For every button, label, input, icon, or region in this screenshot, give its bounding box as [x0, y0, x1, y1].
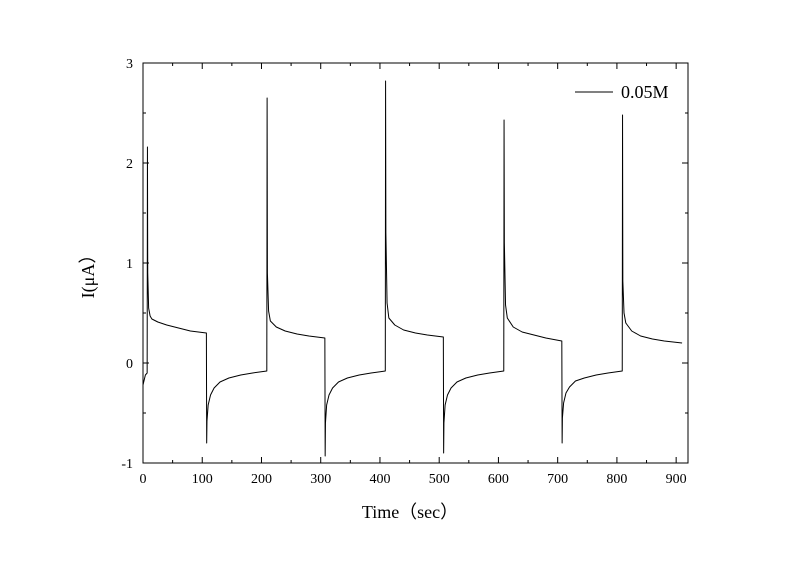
- data-layer: [142, 80, 683, 457]
- x-tick-label: 200: [251, 472, 272, 487]
- y-tick-label: 2: [126, 157, 133, 172]
- legend: 0.05M: [575, 82, 669, 102]
- legend-label: 0.05M: [621, 82, 669, 102]
- x-tick-label: 600: [488, 472, 509, 487]
- x-tick-label: 0: [140, 472, 147, 487]
- y-tick-label: 0: [126, 357, 133, 372]
- series-line-0: [142, 80, 683, 457]
- x-tick-label: 500: [429, 472, 450, 487]
- plot-frame: [142, 62, 689, 464]
- y-tick-label: 1: [126, 257, 133, 272]
- x-tick-label: 700: [547, 472, 568, 487]
- x-tick-label: 300: [310, 472, 331, 487]
- y-tick-label: -1: [121, 457, 133, 472]
- y-axis-label: I(μA）: [78, 246, 99, 299]
- x-axis-label: Time（sec）: [362, 502, 458, 522]
- x-tick-label: 800: [606, 472, 627, 487]
- y-tick-label: 3: [126, 57, 133, 72]
- x-tick-label: 100: [192, 472, 213, 487]
- axes: 0 100 200 300 400 500 600 700 800 900 -1 0 1 2 3: [121, 57, 689, 487]
- x-tick-label: 400: [369, 472, 390, 487]
- x-tick-label: 900: [666, 472, 687, 487]
